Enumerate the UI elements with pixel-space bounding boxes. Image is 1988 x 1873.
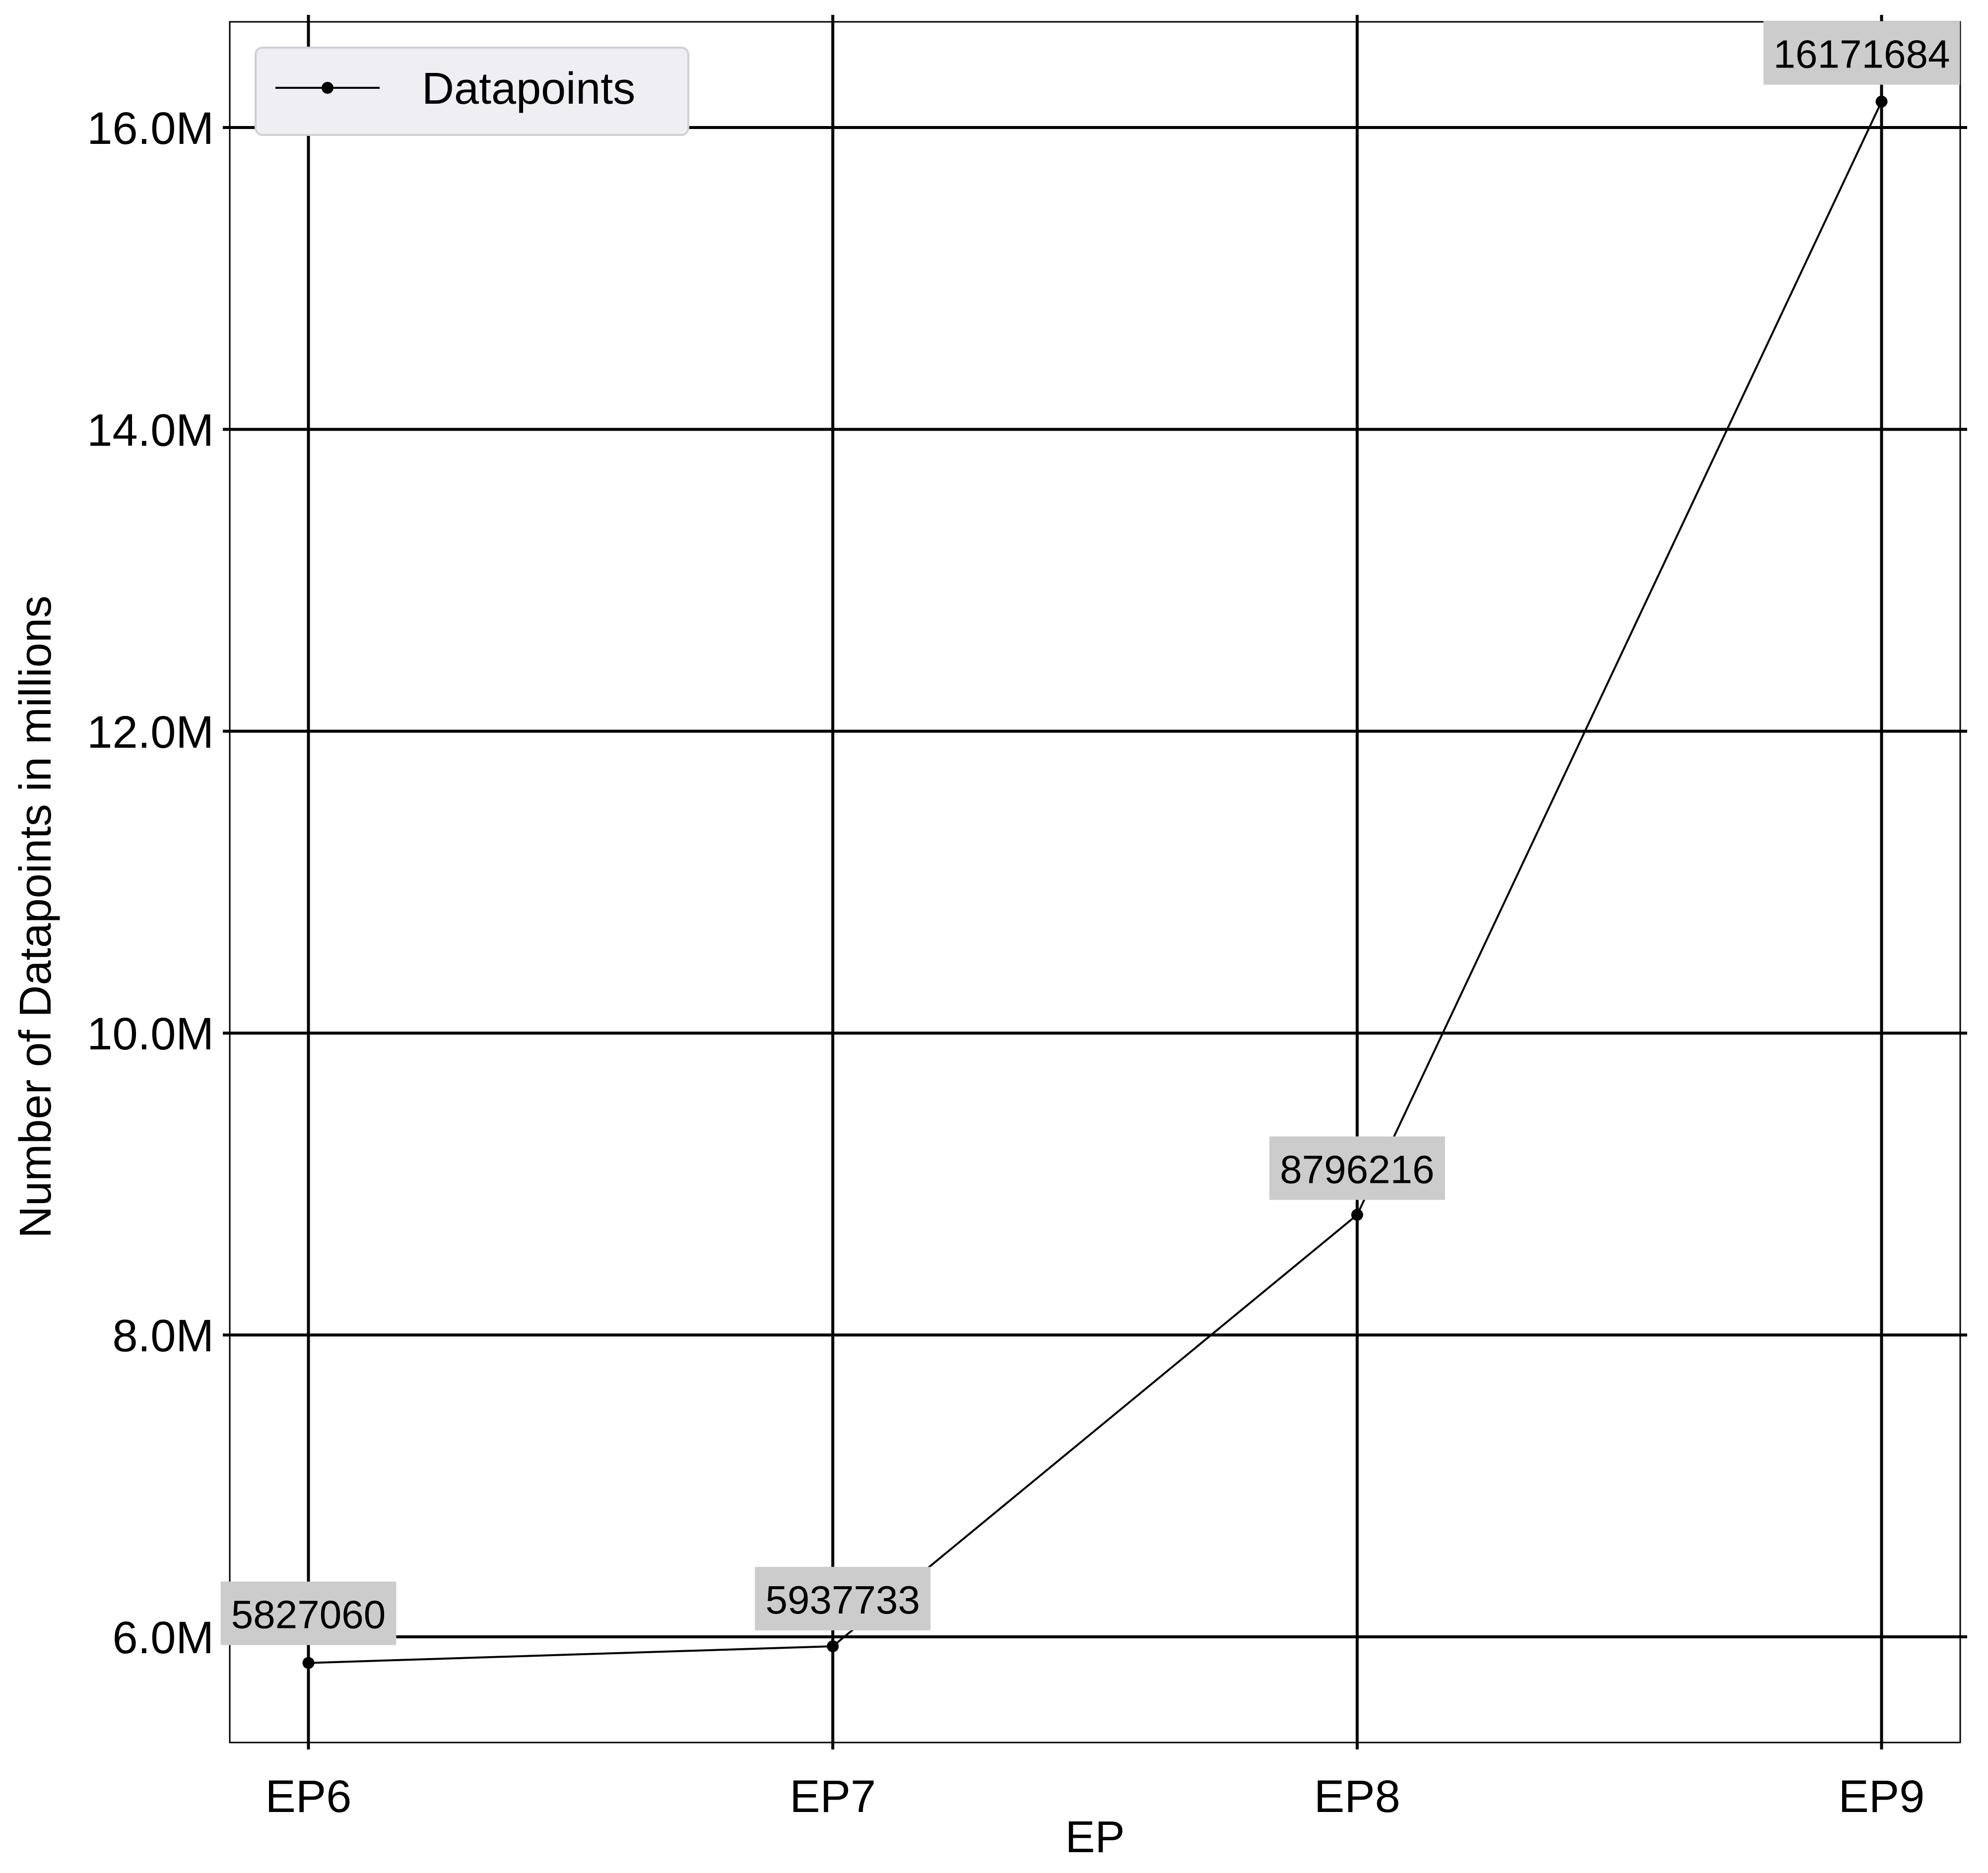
- x-tick-label: EP8: [1314, 1771, 1400, 1822]
- x-tick-label: EP9: [1839, 1771, 1925, 1822]
- x-axis-title: EP: [1065, 1812, 1125, 1862]
- data-label-box-ep6: [220, 1581, 397, 1645]
- y-tick-label: 6.0M: [112, 1613, 214, 1663]
- legend-label-datapoints: Datapoints: [422, 64, 635, 114]
- legend-box: [255, 47, 689, 136]
- legend-marker-icon: [322, 82, 333, 94]
- grid: [223, 15, 1967, 1749]
- data-point-ep6: [302, 1657, 315, 1669]
- y-tick-label: 10.0M: [87, 1009, 214, 1059]
- y-tick-label: 8.0M: [112, 1311, 214, 1361]
- data-point-ep9: [1875, 95, 1888, 108]
- data-labels: 5827060 5937733 8796216 16171684: [220, 21, 1960, 1645]
- plot-area-frame: [229, 21, 1961, 1744]
- data-point-ep8: [1351, 1209, 1363, 1221]
- y-tick-label: 16.0M: [87, 103, 214, 154]
- series-line: [308, 101, 1883, 1664]
- data-label-ep7: 5937733: [765, 1578, 920, 1622]
- y-tick-label: 14.0M: [87, 405, 214, 455]
- legend: Datapoints: [255, 47, 689, 136]
- y-axis-title: Number of Datapoints in millions: [11, 595, 61, 1238]
- series-datapoints: [302, 95, 1888, 1669]
- x-tick-label: EP6: [265, 1771, 352, 1822]
- data-label-box-ep9: [1763, 21, 1960, 85]
- x-axis-tick-labels: EP6 EP7 EP8 EP9: [265, 1771, 1925, 1822]
- data-label-box-ep7: [755, 1566, 931, 1630]
- data-point-ep7: [827, 1640, 839, 1652]
- data-label-ep8: 8796216: [1280, 1147, 1434, 1191]
- data-label-ep9: 16171684: [1774, 32, 1950, 76]
- data-label-box-ep8: [1269, 1136, 1445, 1200]
- y-tick-label: 12.0M: [87, 707, 214, 758]
- y-axis-tick-labels: 6.0M 8.0M 10.0M 12.0M 14.0M 16.0M: [87, 103, 214, 1663]
- data-label-ep6: 5827060: [231, 1593, 386, 1637]
- x-tick-label: EP7: [790, 1771, 876, 1822]
